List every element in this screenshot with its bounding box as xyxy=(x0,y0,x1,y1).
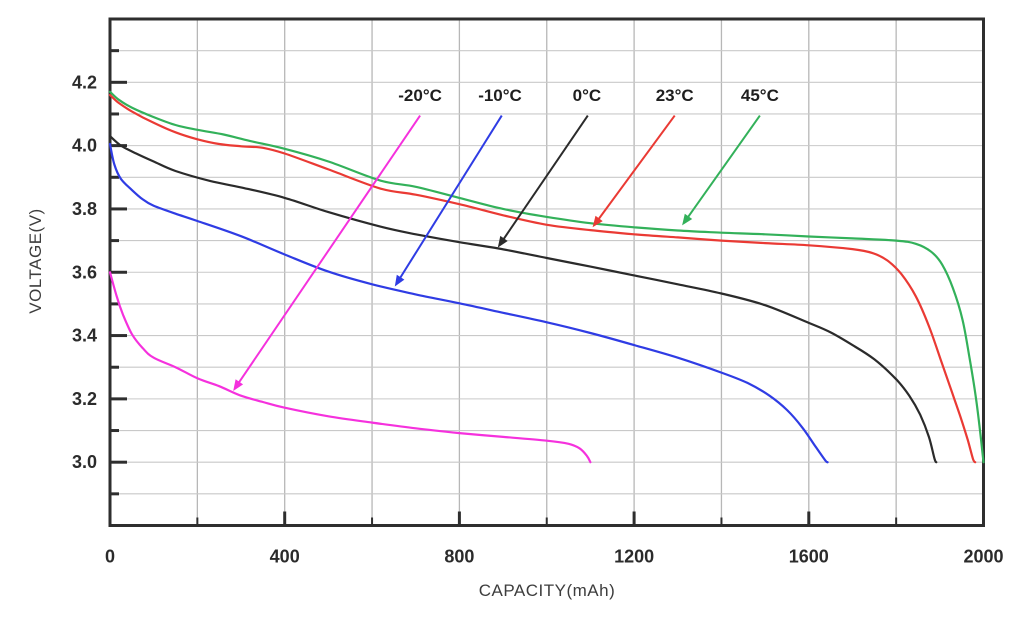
annotation-arrowhead-23C xyxy=(592,215,603,228)
x-tick-label: 1600 xyxy=(789,547,829,567)
y-tick-label: 3.0 xyxy=(72,452,97,472)
annotations: -20°C -10°C 0°C 23°C 45°C xyxy=(233,86,779,391)
annotation-arrowhead-45C xyxy=(682,213,693,226)
x-axis-title: CAPACITY(mAh) xyxy=(478,581,616,600)
annotation-label-23C: 23°C xyxy=(656,86,694,105)
x-tick-label: 0 xyxy=(105,547,115,567)
y-tick-label: 3.4 xyxy=(72,326,97,346)
annotation-arrow--10C xyxy=(396,115,503,283)
annotation-arrowhead--20C xyxy=(233,379,244,391)
x-tick-label: 400 xyxy=(270,547,300,567)
tick-labels: 3.0 3.2 3.4 3.6 3.8 4.0 4.2 0 400 800 1200 1600 2000 xyxy=(72,72,1004,566)
series-curves xyxy=(108,90,985,464)
series-curve-45C xyxy=(108,90,985,464)
x-tick-label: 2000 xyxy=(963,547,1003,567)
annotation-arrowhead--10C xyxy=(394,274,405,287)
y-tick-label: 4.2 xyxy=(72,72,97,92)
annotation-label-45C: 45°C xyxy=(741,86,779,105)
annotation-arrowhead-0C xyxy=(497,235,508,248)
x-tick-label: 1200 xyxy=(614,547,654,567)
y-tick-label: 3.2 xyxy=(72,389,97,409)
series-curve-0C xyxy=(108,135,938,464)
annotation-arrow-0C xyxy=(499,114,589,244)
y-axis-title: VOLTAGE(V) xyxy=(26,208,45,314)
gridlines xyxy=(110,19,984,526)
annotation-label--10C: -10°C xyxy=(478,86,522,105)
y-tick-label: 4.0 xyxy=(72,136,97,156)
annotation-arrow--20C xyxy=(235,114,421,388)
series-curve--20C xyxy=(108,271,592,464)
annotation-arrow-45C xyxy=(684,114,761,222)
series-curve--10C xyxy=(108,142,829,464)
y-tick-label: 3.6 xyxy=(72,262,97,282)
annotation-arrow-23C xyxy=(594,114,676,224)
annotation-label--20C: -20°C xyxy=(398,86,442,105)
x-tick-label: 800 xyxy=(444,547,474,567)
annotation-label-0C: 0°C xyxy=(573,86,602,105)
series-curve-23C xyxy=(108,93,977,464)
y-tick-label: 3.8 xyxy=(72,199,97,219)
